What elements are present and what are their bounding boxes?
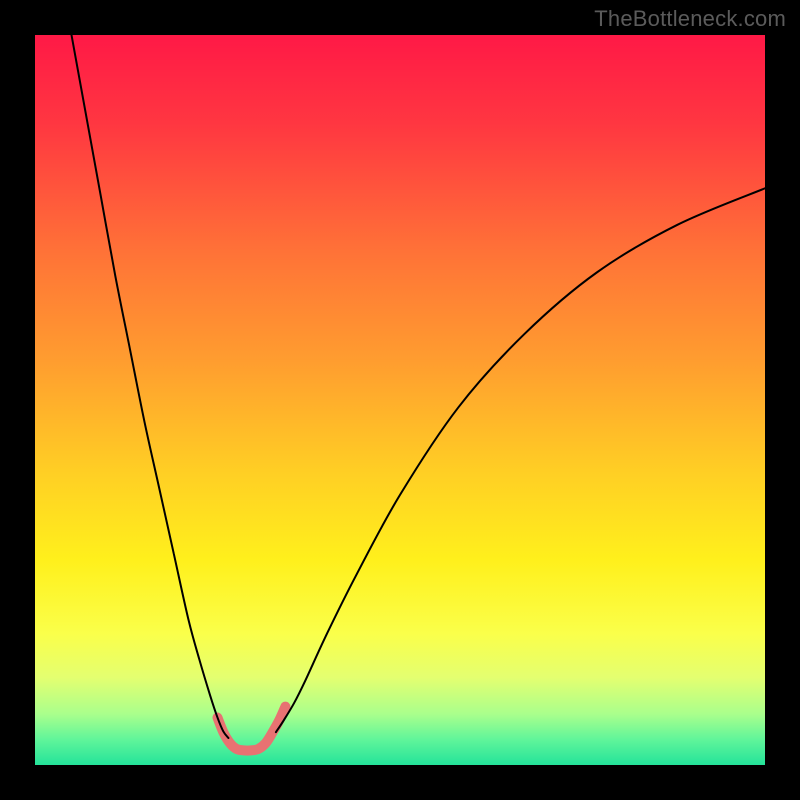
watermark-text: TheBottleneck.com [594,6,786,32]
chart-stage [35,35,765,765]
chart-background-gradient [35,35,765,765]
